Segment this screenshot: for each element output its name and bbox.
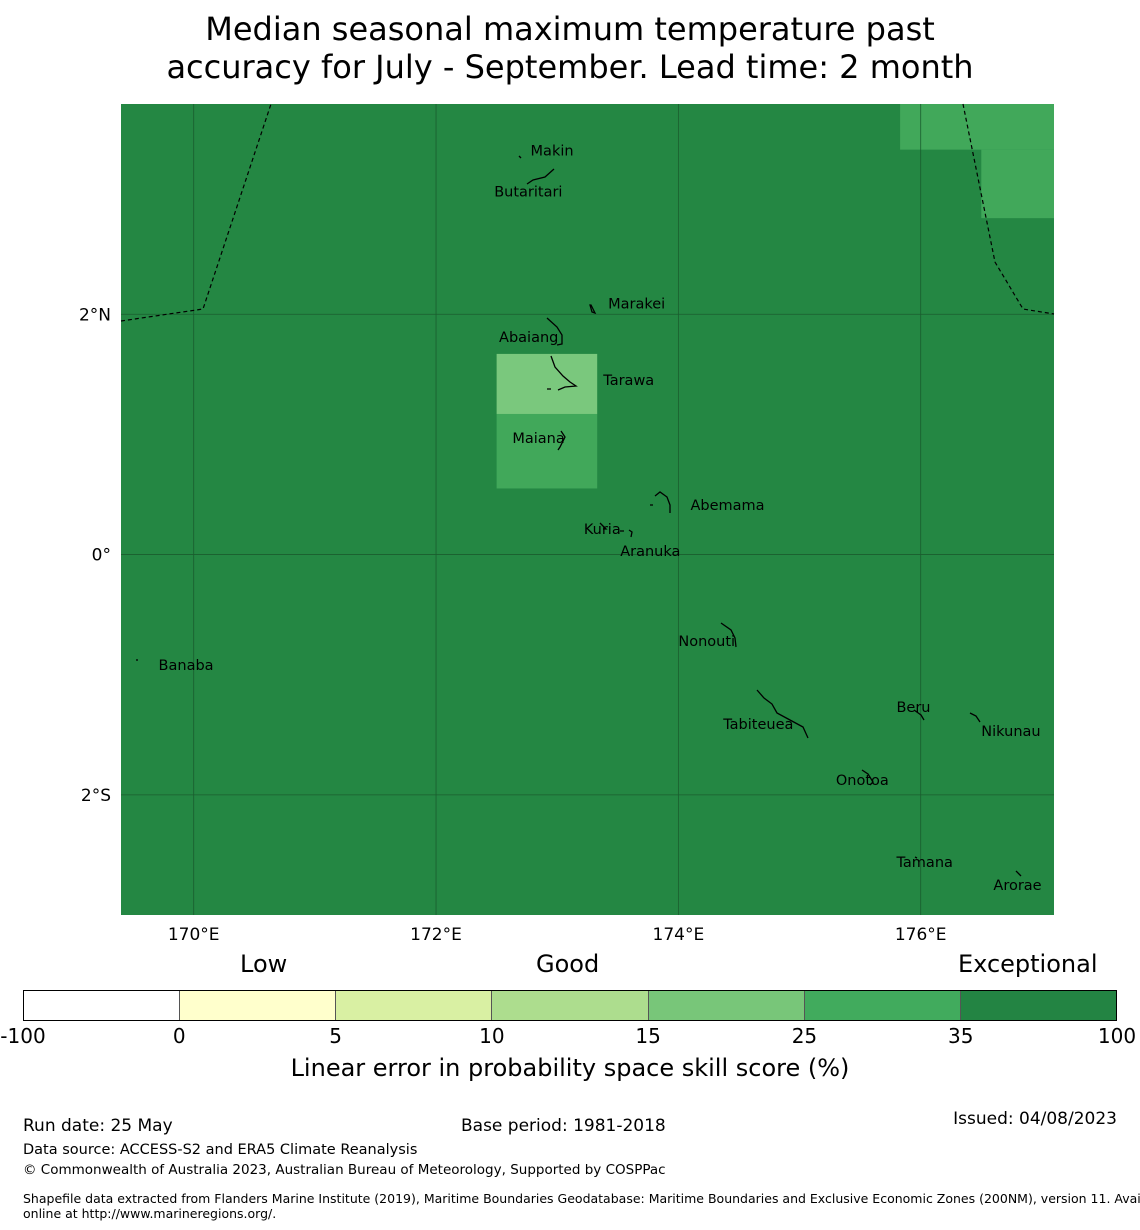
colorbar-segment [336, 991, 493, 1020]
copyright: © Commonwealth of Australia 2023, Austra… [23, 1162, 666, 1178]
y-tick-label: 2°S [81, 786, 111, 806]
data-source: Data source: ACCESS-S2 and ERA5 Climate … [23, 1142, 418, 1158]
place-label-butaritari: Butaritari [494, 185, 562, 201]
colorbar-segment [960, 991, 1116, 1020]
place-label-tabiteuea: Tabiteuea [722, 717, 793, 733]
colorbar-segment [804, 991, 961, 1020]
colorbar-tick-label: 35 [947, 1024, 974, 1048]
island-marakei [589, 304, 597, 315]
island-beru [913, 709, 925, 721]
title-line-2: accuracy for July - September. Lead time… [166, 48, 974, 86]
island-abemama [650, 491, 671, 513]
colorbar-tick-label: 100 [1097, 1024, 1137, 1048]
eez-boundaries [120, 103, 1055, 322]
legend-heading-good: Good [536, 950, 600, 978]
island-tamana [914, 856, 918, 859]
place-label-maiana: Maiana [512, 431, 564, 447]
issued-date: Issued: 04/08/2023 [953, 1109, 1117, 1129]
title-line-1: Median seasonal maximum temperature past [205, 10, 935, 48]
colorbar-tick-label: -100 [0, 1024, 46, 1048]
x-tick-label: 176°E [895, 925, 947, 945]
colorbar-segment [180, 991, 337, 1020]
colorbar-segment [492, 991, 649, 1020]
skill-cells [496, 104, 1054, 489]
base-period: Base period: 1981-2018 [461, 1116, 666, 1136]
x-tick-label: 174°E [653, 925, 705, 945]
place-label-tarawa: Tarawa [602, 373, 654, 389]
island-tabiteuea [756, 689, 809, 739]
colorbar-tick-label: 0 [172, 1024, 186, 1048]
place-label-aranuka: Aranuka [620, 544, 680, 560]
island-kuria [599, 522, 608, 530]
colorbar-tick-label: 10 [479, 1024, 505, 1048]
island-abaiang [546, 317, 563, 346]
island-tarawa [547, 355, 578, 391]
chart-title: Median seasonal maximum temperature past… [0, 10, 1140, 86]
island-maiana [557, 430, 566, 451]
skill-cell-north-east [900, 104, 1054, 150]
island-makin [518, 155, 522, 159]
colorbar-segment [648, 991, 805, 1020]
colorbar-tick-label: 15 [635, 1024, 661, 1048]
kiribati-map: Makin Butaritari Marakei Abaiang Tarawa Maian… [79, 103, 1055, 945]
place-label-kuria: Kuria [584, 522, 621, 538]
island-nonouti [720, 622, 737, 648]
skill-cell-tarawa [496, 353, 598, 414]
eez-boundary-west [120, 103, 272, 322]
map-background [121, 104, 1054, 915]
y-tick-label: 2°N [79, 305, 111, 325]
colorbar-segment [24, 991, 181, 1020]
place-label-makin: Makin [531, 144, 574, 160]
place-label-beru: Beru [896, 700, 930, 716]
axis-tick-labels: 170°E 172°E 174°E 176°E 2°N 0° 2°S [79, 305, 947, 945]
legend-heading-low: Low [240, 950, 288, 978]
island-aranuka [620, 529, 633, 538]
shapefile-credit-line-2: online at http://www.marineregions.org/. [23, 1206, 277, 1221]
island-outlines [136, 155, 1022, 877]
place-labels: Makin Butaritari Marakei Abaiang Tarawa Maian… [159, 144, 1042, 894]
place-label-nikunau: Nikunau [981, 724, 1040, 740]
place-label-tamana: Tamana [895, 855, 952, 871]
island-nikunau [969, 712, 981, 723]
run-date: Run date: 25 May [23, 1116, 173, 1136]
place-label-onotoa: Onotoa [836, 773, 889, 789]
legend-heading-exceptional: Exceptional [958, 950, 1098, 978]
skill-cell-north-east-edge [981, 149, 1054, 219]
x-tick-label: 170°E [168, 925, 220, 945]
colorbar [23, 990, 1117, 1021]
shapefile-credit-line-1: Shapefile data extracted from Flanders M… [23, 1191, 1140, 1206]
place-label-marakei: Marakei [608, 296, 665, 312]
colorbar-axis-label: Linear error in probability space skill … [290, 1054, 850, 1082]
colorbar-tick-label: 25 [791, 1024, 818, 1048]
island-onotoa [861, 769, 874, 786]
place-label-abaiang: Abaiang [499, 330, 558, 346]
place-label-abemama: Abemama [690, 498, 764, 514]
place-label-nonouti: Nonouti [678, 634, 735, 650]
colorbar-tick-label: 5 [329, 1024, 342, 1048]
skill-cell-maiana [496, 413, 598, 489]
island-butaritari [526, 168, 555, 185]
gridlines [121, 104, 1054, 915]
place-label-arorae: Arorae [993, 878, 1041, 894]
eez-boundary-east [962, 103, 1055, 315]
x-tick-label: 172°E [410, 925, 462, 945]
y-tick-label: 0° [92, 546, 111, 566]
island-arorae [1015, 870, 1022, 877]
place-label-banaba: Banaba [159, 658, 214, 674]
